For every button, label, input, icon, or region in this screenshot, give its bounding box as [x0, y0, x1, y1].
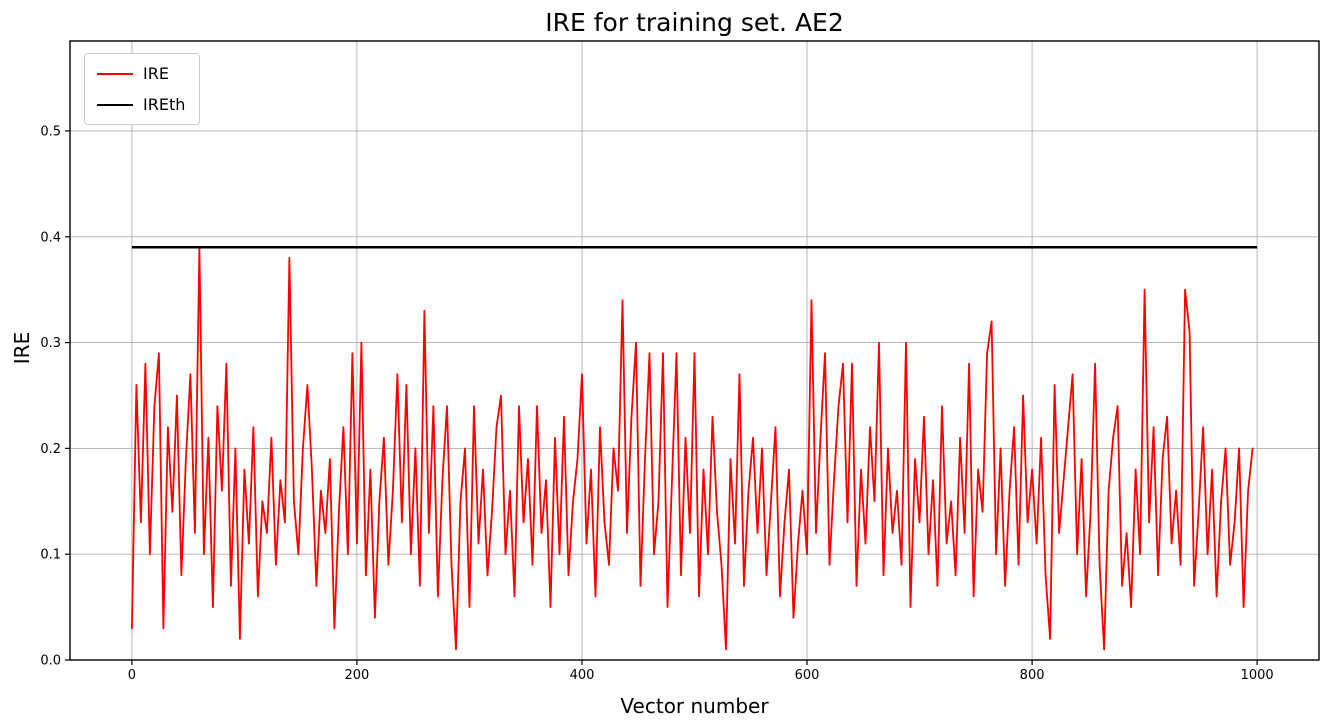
x-tick-label: 1000 [1241, 668, 1274, 683]
axes-border [69, 40, 1320, 661]
legend-entry-ireth: IREth [97, 95, 185, 114]
y-tick-label: 0.1 [40, 548, 61, 563]
chart-title: IRE for training set. AE2 [545, 8, 844, 37]
x-tick-label: 800 [1020, 668, 1045, 683]
x-tick-label: 600 [795, 668, 820, 683]
x-axis-label: Vector number [620, 694, 769, 718]
y-tick-label: 0.0 [40, 654, 61, 669]
y-tick-label: 0.2 [40, 442, 61, 457]
legend-entry-ire: IRE [97, 64, 185, 83]
y-tick-label: 0.4 [40, 230, 61, 245]
legend: IRE IREth [84, 53, 201, 125]
legend-label-ire: IRE [143, 64, 169, 83]
ire-line-swatch [97, 72, 133, 75]
y-tick-label: 0.3 [40, 336, 61, 351]
ireth-line-swatch [97, 103, 133, 106]
x-tick-label: 200 [344, 668, 369, 683]
y-axis-label: IRE [10, 331, 34, 365]
ire-series-line [130, 246, 1254, 651]
y-tick-label: 0.5 [40, 124, 61, 139]
legend-label-ireth: IREth [143, 95, 186, 114]
x-tick-label: 400 [570, 668, 595, 683]
x-tick-label: 0 [128, 668, 136, 683]
